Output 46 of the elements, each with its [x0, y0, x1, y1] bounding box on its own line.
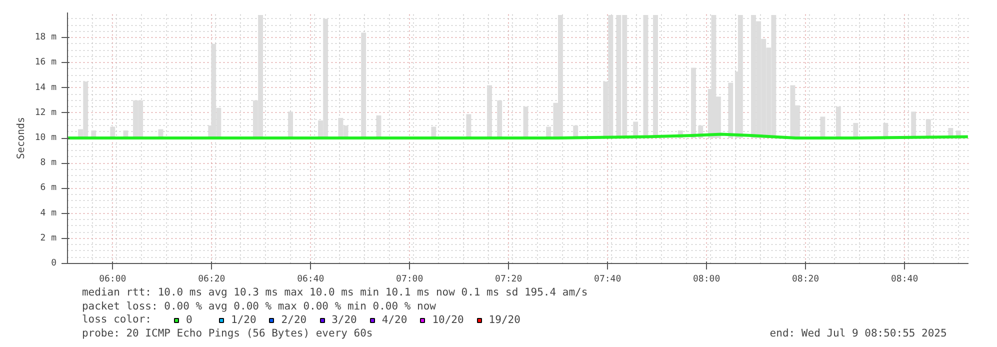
legend-label: 3/20	[332, 314, 357, 326]
bar	[497, 100, 502, 138]
y-tick-label: 14 m	[34, 82, 57, 93]
bar	[911, 112, 916, 138]
x-tick-label: 06:00	[99, 274, 126, 284]
bar	[361, 32, 366, 138]
x-tick-label: 08:40	[891, 274, 918, 284]
y-tick-label: 18 m	[34, 32, 57, 43]
bar	[853, 122, 858, 138]
legend-label: 4/20	[382, 314, 408, 326]
legend-label: 0	[186, 314, 194, 326]
x-tick-label: 06:40	[297, 274, 324, 284]
bar	[288, 112, 293, 138]
bar	[820, 116, 826, 138]
legend-label: 1/20	[231, 314, 256, 326]
y-tick-label: 2 m	[40, 233, 57, 244]
text: packet loss: 0.00 % avg 0.00 % max 0.00 % min 0.00 % now	[82, 300, 437, 312]
y-tick-label: 8 m	[40, 158, 57, 168]
legend-label: 10/20	[432, 314, 464, 326]
bar	[466, 114, 472, 138]
x-tick-label: 08:20	[792, 274, 820, 284]
x-tick-label: 07:40	[594, 274, 622, 284]
y-tick-label: 12 m	[34, 108, 57, 118]
x-tick-label: 08:00	[693, 274, 720, 284]
bar	[487, 85, 492, 138]
bar	[523, 106, 528, 138]
bar	[376, 115, 382, 138]
bar	[691, 68, 696, 138]
text: end: Wed Jul 9 08:50:55 2025	[770, 328, 947, 340]
x-tick-label: 07:20	[495, 274, 522, 284]
y-tick-label: 16 m	[34, 58, 57, 68]
y-tick-label: 6 m	[40, 183, 57, 194]
bar	[836, 106, 841, 138]
text: median rtt: 10.0 ms avg 10.3 ms max 10.0 ms min 10.1 ms now 0.1 ms sd 195.4 am/s	[82, 286, 588, 298]
text: probe: 20 ICMP Echo Pings (56 Bytes) every 60s	[82, 328, 373, 340]
legend-label: 2/20	[281, 314, 307, 326]
y-tick-label: 10 m	[34, 133, 57, 143]
bar	[738, 15, 743, 138]
y-tick-label: 0	[51, 258, 57, 268]
y-tick-label: 4 m	[40, 208, 57, 218]
legend-label: 19/20	[488, 314, 520, 326]
bar	[728, 82, 734, 138]
legend-title: loss color:	[82, 314, 152, 326]
y-axis-title: Seconds	[16, 116, 27, 160]
x-tick-label: 07:00	[396, 274, 424, 284]
x-tick-label: 06:20	[198, 274, 226, 284]
